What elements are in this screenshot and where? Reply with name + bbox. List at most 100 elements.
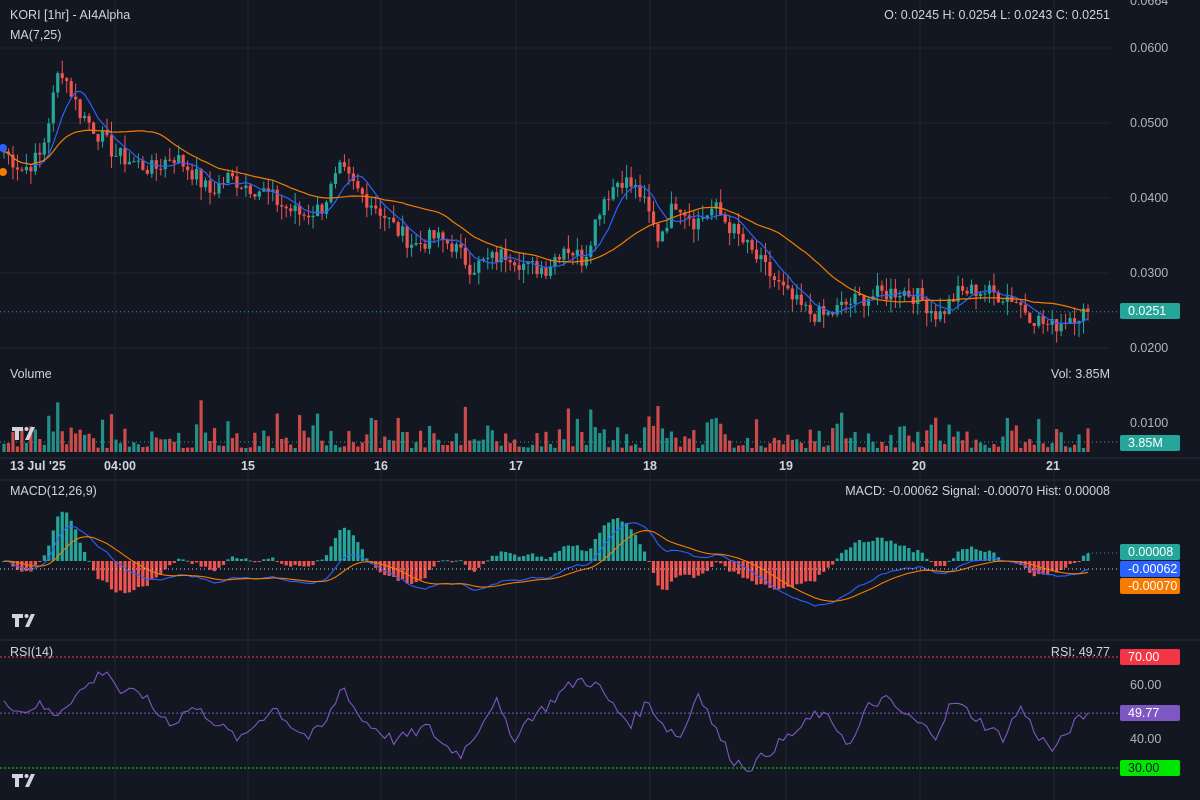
volume-bar <box>1023 442 1027 452</box>
time-tick: 18 <box>643 459 657 473</box>
candle-body <box>1068 318 1072 324</box>
volume-bar <box>418 430 423 452</box>
macd-hist-bar <box>396 561 400 581</box>
macd-hist-bar <box>625 522 629 561</box>
candle-body <box>1037 315 1041 326</box>
volume-bar <box>436 439 441 452</box>
candle-body <box>150 160 154 174</box>
candle-body <box>916 288 920 304</box>
macd-hist-bar <box>898 545 902 561</box>
volume-bar <box>100 419 105 452</box>
macd-hist-bar <box>566 545 570 561</box>
macd-hist-bar <box>831 561 835 565</box>
candle-body <box>333 173 338 184</box>
candle-body <box>109 135 114 157</box>
macd-hist-bar <box>136 561 140 587</box>
macd-hist-bar <box>593 538 597 561</box>
macd-hist-bar <box>441 560 445 562</box>
volume-bar <box>405 432 409 452</box>
candle-body <box>871 296 875 299</box>
candle-body <box>674 203 678 210</box>
macd-hist-bar <box>875 537 880 561</box>
candle-body <box>490 252 494 258</box>
volume-bar <box>109 414 114 452</box>
volume-bar <box>978 442 983 452</box>
volume-bar <box>342 446 347 452</box>
volume-bar <box>459 445 463 452</box>
macd-line-tag: -0.00062 <box>1120 561 1180 577</box>
candle-body <box>781 281 786 286</box>
volume-bar <box>544 431 548 452</box>
macd-hist-bar <box>620 521 624 561</box>
volume-bar <box>647 416 651 452</box>
volume-bar <box>983 444 987 452</box>
volume-bar <box>1059 432 1063 452</box>
volume-bar <box>575 418 579 452</box>
candle-body <box>136 160 140 162</box>
candle-body <box>83 115 87 119</box>
candle-body <box>369 205 373 208</box>
candle-body <box>1041 315 1045 324</box>
candle-body <box>889 288 893 300</box>
macd-hist-bar <box>938 561 942 566</box>
candle-body <box>728 222 732 234</box>
volume-bar <box>723 434 727 452</box>
rsi-tick: 60.00 <box>1130 678 1162 692</box>
volume-bar <box>956 431 960 452</box>
macd-hist-bar <box>835 558 839 561</box>
volume-bar <box>795 439 799 452</box>
macd-hist-bar <box>96 561 100 580</box>
last-price-tag: 0.0251 <box>1120 303 1180 319</box>
macd-hist-bar <box>745 561 750 579</box>
volume-bar <box>284 437 288 452</box>
candle-body <box>862 295 866 306</box>
volume-bar <box>831 428 835 452</box>
volume-bar <box>114 439 118 452</box>
macd-hist-bar <box>580 550 584 561</box>
candle-body <box>790 288 794 300</box>
candle-body <box>983 293 987 295</box>
macd-hist-bar <box>1086 553 1090 561</box>
volume-bar <box>633 444 638 452</box>
volume-bar <box>705 422 709 452</box>
volume-bar <box>221 445 226 452</box>
macd-hist-bar <box>109 561 114 590</box>
macd-hist-bar <box>848 547 853 561</box>
macd-hist-bar <box>513 554 517 561</box>
candle-body <box>745 240 750 243</box>
volume-bar <box>817 430 821 452</box>
volume-bar <box>266 436 270 452</box>
candle-body <box>638 184 642 198</box>
rsi-readout: RSI: 49.77 <box>1050 645 1110 659</box>
candle-body <box>831 312 835 315</box>
macd-hist-bar <box>230 556 235 561</box>
volume-bar <box>275 413 279 452</box>
candle-body <box>280 205 284 207</box>
volume-bar <box>750 447 754 452</box>
candle-body <box>387 217 391 219</box>
volume-bar <box>486 425 490 452</box>
candle-body <box>934 311 938 320</box>
macd-hist-bar <box>633 534 638 561</box>
volume-bar <box>920 446 924 452</box>
candle-body <box>880 285 884 291</box>
volume-bar <box>611 440 615 452</box>
candle-body <box>477 260 481 273</box>
candle-body <box>710 208 714 216</box>
volume-bar <box>311 425 315 452</box>
macd-hist-bar <box>100 561 105 581</box>
volume-bar <box>737 445 741 452</box>
volume-bar <box>960 440 965 452</box>
ma7-marker <box>0 144 7 152</box>
volume-bar <box>105 447 109 452</box>
macd-hist-tag: 0.00008 <box>1120 544 1180 560</box>
macd-hist-bar <box>598 532 602 561</box>
macd-hist-bar <box>1032 561 1036 577</box>
volume-bar <box>150 431 154 452</box>
volume-bar <box>123 428 127 452</box>
macd-readout: MACD: -0.00062 Signal: -0.00070 Hist: 0.… <box>845 484 1110 498</box>
volume-bar <box>607 447 611 452</box>
macd-hist-bar <box>423 561 427 579</box>
volume-bar <box>262 430 266 452</box>
